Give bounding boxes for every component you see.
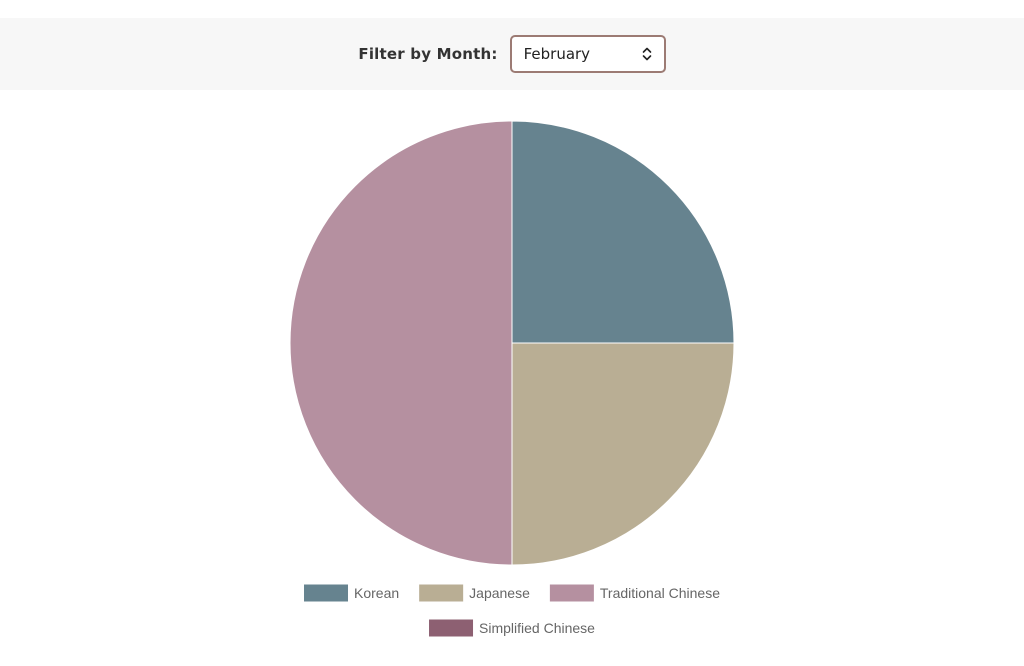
up-down-chevron-icon bbox=[642, 47, 651, 61]
legend-swatch-japanese bbox=[419, 584, 464, 602]
legend-label-traditional-chinese: Traditional Chinese bbox=[600, 585, 720, 601]
pie-slice-japanese[interactable] bbox=[511, 342, 735, 566]
legend-label-japanese: Japanese bbox=[469, 585, 530, 601]
pie-slice-traditional-chinese[interactable] bbox=[289, 120, 513, 566]
legend-label-korean: Korean bbox=[354, 585, 399, 601]
legend-item-simplified-chinese[interactable]: Simplified Chinese bbox=[429, 619, 595, 637]
legend-swatch-korean bbox=[304, 584, 349, 602]
filter-label: Filter by Month: bbox=[358, 45, 498, 63]
month-select-value: February bbox=[523, 45, 591, 63]
legend-swatch-simplified-chinese bbox=[429, 619, 474, 637]
month-select[interactable]: February bbox=[509, 35, 666, 73]
legend-label-simplified-chinese: Simplified Chinese bbox=[479, 620, 595, 636]
legend-swatch-traditional-chinese bbox=[549, 584, 594, 602]
legend-item-traditional-chinese[interactable]: Traditional Chinese bbox=[549, 584, 720, 602]
filter-bar: Filter by Month: February bbox=[0, 18, 1024, 90]
pie-slices bbox=[289, 120, 735, 566]
chart-legend: Korean Japanese Traditional Chinese Simplif… bbox=[304, 584, 720, 637]
pie-slice-korean[interactable] bbox=[511, 120, 735, 344]
legend-item-japanese[interactable]: Japanese bbox=[419, 584, 530, 602]
legend-item-korean[interactable]: Korean bbox=[304, 584, 399, 602]
